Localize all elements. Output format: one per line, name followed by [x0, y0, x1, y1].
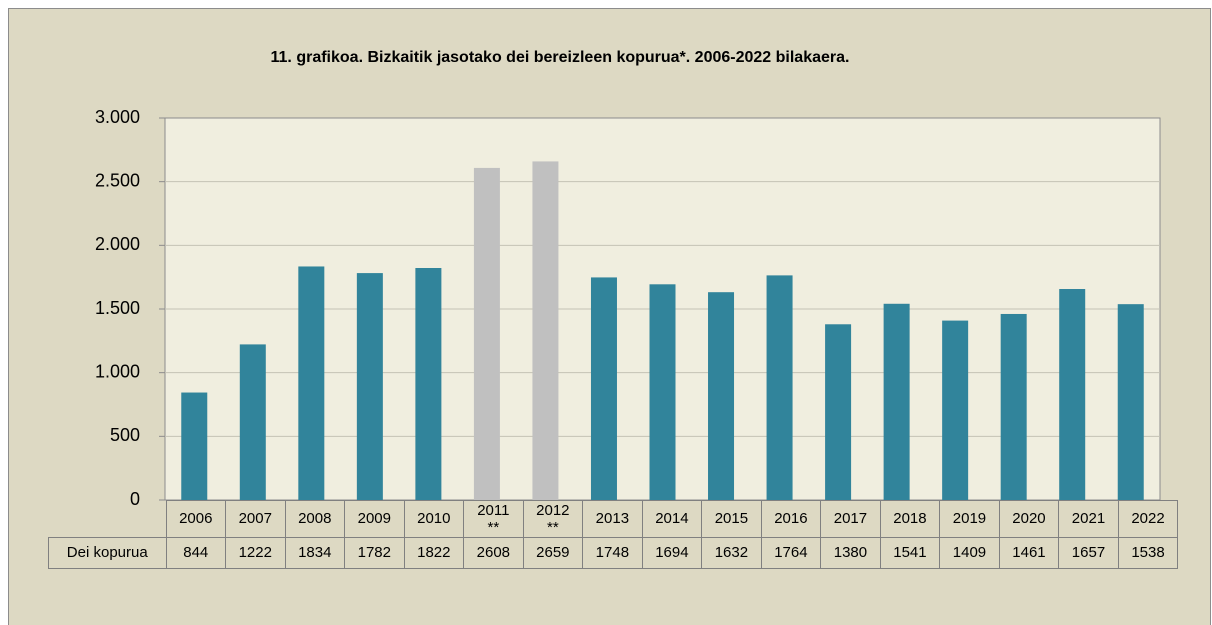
chart-title: 11. grafikoa. Bizkaitik jasotako dei ber… — [271, 49, 850, 66]
value-label: 1657 — [1058, 536, 1119, 569]
series-name: Dei kopurua — [48, 536, 167, 569]
bar — [942, 320, 969, 500]
bar — [649, 284, 676, 500]
bar — [1059, 289, 1086, 500]
bar — [825, 324, 852, 500]
x-tick-label: 2018 — [879, 500, 941, 538]
x-tick-label: 2017 — [820, 500, 881, 538]
value-label: 844 — [165, 536, 227, 569]
x-tick-label: 2021 — [1058, 500, 1119, 538]
value-label: 1409 — [939, 536, 1000, 569]
x-tick-label: 2020 — [998, 500, 1060, 538]
y-tick-label: 500 — [110, 425, 140, 445]
x-tick-label: 2014 — [641, 500, 703, 538]
value-label: 1380 — [820, 536, 881, 569]
y-tick-label: 1.000 — [95, 361, 140, 381]
bar — [1000, 313, 1027, 500]
x-tick-label: 2008 — [284, 500, 346, 538]
bar — [356, 273, 383, 500]
value-row: Dei kopurua 844 1222 1834 1782 1822 2608 2659 17… — [48, 536, 1179, 569]
x-tick-label: 2015 — [701, 500, 762, 538]
value-label: 1461 — [998, 536, 1060, 569]
bar — [883, 303, 910, 500]
x-tick-label: 2012 ** — [522, 500, 584, 538]
y-tick-label: 1.500 — [95, 298, 140, 318]
x-tick-label: 2013 — [582, 500, 643, 538]
value-label: 1748 — [582, 536, 643, 569]
blank-cell — [48, 500, 167, 538]
category-row: 2006 2007 2008 2009 2010 2011 ** 2012 ** 2013 20… — [48, 500, 1179, 538]
y-tick-label: 2.500 — [95, 170, 140, 190]
y-tick-label: 2.000 — [95, 234, 140, 254]
x-tick-label: 2010 — [403, 500, 465, 538]
value-label: 2608 — [463, 536, 524, 569]
x-tick-label: 2009 — [344, 500, 405, 538]
x-tick-label: 2019 — [939, 500, 1000, 538]
data-table: 2006 2007 2008 2009 2010 2011 ** 2012 ** 2013 20… — [48, 500, 1179, 569]
value-label: 1538 — [1117, 536, 1179, 569]
bar — [590, 277, 617, 500]
y-tick-label: 3.000 — [95, 107, 140, 127]
value-label: 1782 — [344, 536, 405, 569]
value-label: 1694 — [641, 536, 703, 569]
bar — [239, 344, 266, 500]
value-label: 1632 — [701, 536, 762, 569]
value-label: 1764 — [760, 536, 822, 569]
bar — [415, 267, 442, 500]
value-label: 1834 — [284, 536, 346, 569]
bar — [1117, 304, 1144, 500]
x-tick-label: 2016 — [760, 500, 822, 538]
x-tick-label: 2007 — [225, 500, 286, 538]
value-label: 2659 — [522, 536, 584, 569]
value-label: 1541 — [879, 536, 941, 569]
y-tick-label: 0 — [130, 489, 140, 509]
x-tick-label: 2011 ** — [463, 500, 524, 538]
bar — [473, 167, 500, 500]
x-tick-label: 2006 — [165, 500, 227, 538]
bar — [181, 392, 208, 500]
bar — [766, 275, 793, 500]
bar — [298, 266, 325, 500]
value-label: 1222 — [225, 536, 286, 569]
bar — [708, 292, 735, 500]
bar — [532, 161, 559, 501]
value-label: 1822 — [403, 536, 465, 569]
x-tick-label: 2022 — [1117, 500, 1179, 538]
